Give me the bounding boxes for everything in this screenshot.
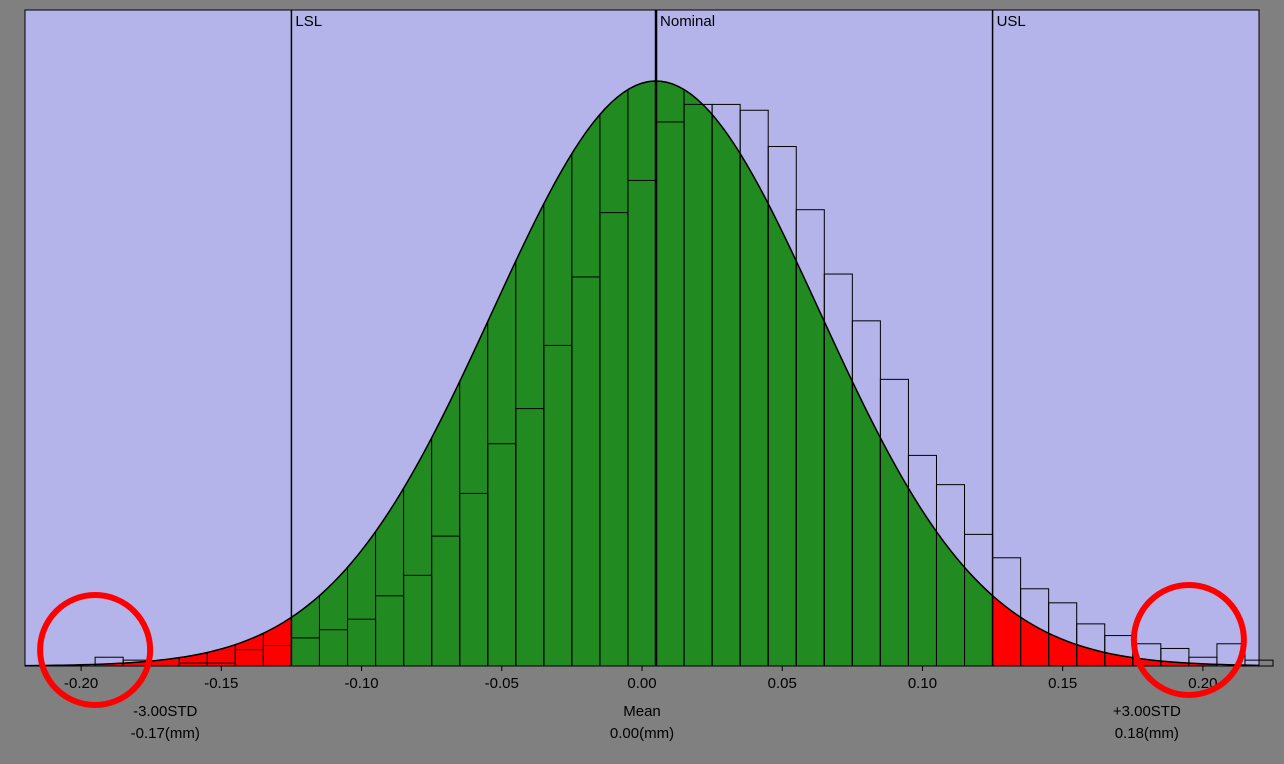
footer-right-value: 0.18(mm) [1115, 725, 1179, 742]
x-tick-label: -0.20 [64, 675, 98, 692]
in-spec-bar [768, 204, 796, 666]
x-tick-label: -0.15 [204, 675, 238, 692]
footer-center-std: Mean [623, 703, 661, 720]
footer-center-value: 0.00(mm) [610, 725, 674, 742]
in-spec-bar [712, 114, 740, 666]
x-tick-label: -0.10 [344, 675, 378, 692]
footer-right-std: +3.00STD [1113, 703, 1181, 720]
histogram-chart: LSL USL Nominal -0.20 -0.15 -0.10 -0.05 0.00 0.0… [0, 0, 1284, 764]
in-spec-bar [628, 81, 656, 666]
x-tick-label: 0.05 [768, 675, 797, 692]
in-spec-bar [544, 154, 572, 666]
x-tick-label: 0.00 [627, 675, 656, 692]
nominal-label: Nominal [660, 13, 715, 30]
chart-container: { "chart": { "type": "histogram", "width… [0, 0, 1284, 764]
in-spec-bar [740, 154, 768, 666]
x-tick-label: 0.10 [908, 675, 937, 692]
in-spec-bar [572, 114, 600, 666]
in-spec-bar [684, 90, 712, 666]
footer-left-value: -0.17(mm) [131, 725, 200, 742]
x-tick-label: -0.05 [485, 675, 519, 692]
in-spec-bar [600, 90, 628, 666]
in-spec-bar [488, 261, 516, 666]
usl-label: USL [997, 13, 1026, 30]
in-spec-bar [796, 261, 824, 666]
in-spec-bar [516, 204, 544, 666]
in-spec-bar [656, 81, 684, 666]
footer-left-std: -3.00STD [133, 703, 197, 720]
x-tick-label: 0.15 [1048, 675, 1077, 692]
lsl-label: LSL [295, 13, 322, 30]
